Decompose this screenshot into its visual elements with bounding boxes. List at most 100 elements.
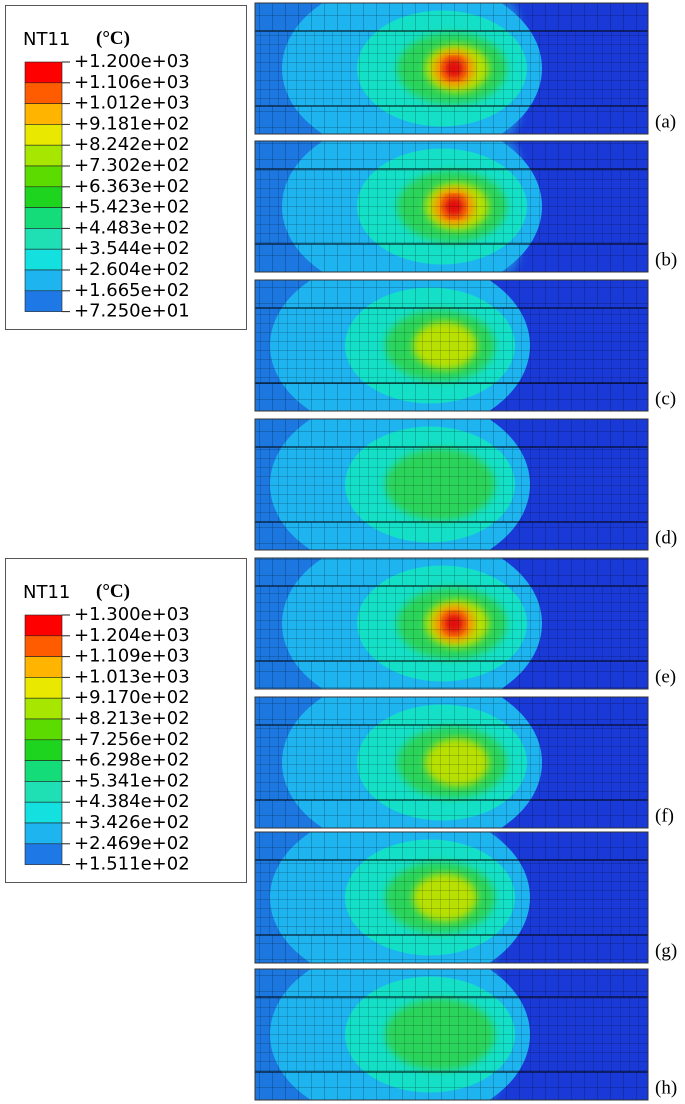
legend-label: +6.363e+02 (74, 176, 190, 197)
legend-title: NT11 (23, 29, 70, 50)
mesh (255, 3, 648, 31)
color-swatch (24, 656, 63, 678)
mesh (255, 522, 648, 550)
legend-label: +4.384e+02 (74, 791, 190, 812)
panel-label: (c) (655, 388, 676, 409)
panel-label: (h) (655, 1077, 677, 1098)
mesh (255, 308, 648, 383)
mesh (255, 447, 648, 522)
mesh (255, 280, 648, 308)
mesh (255, 169, 648, 244)
legend-label: +2.604e+02 (74, 259, 190, 280)
legend-label: +1.665e+02 (74, 280, 190, 301)
color-swatch (24, 614, 63, 637)
mesh (255, 725, 648, 800)
panel-label: (a) (655, 111, 676, 132)
legend-label: +5.341e+02 (74, 770, 190, 791)
color-swatch (24, 843, 63, 865)
legend: NT11 (°C)+1.200e+03+1.106e+03+1.012e+03+9… (5, 5, 247, 330)
mesh (255, 244, 648, 272)
panel-frame (254, 2, 649, 135)
panel-frame (254, 279, 649, 412)
contour-panel: (a) (254, 2, 676, 135)
color-swatch (24, 228, 63, 250)
legend-label: +8.242e+02 (74, 134, 190, 155)
mesh (255, 419, 648, 447)
color-swatch (24, 103, 63, 125)
contour-panel: (b) (254, 140, 677, 273)
panel-frame (254, 140, 649, 273)
panel-frame (254, 968, 649, 1101)
color-swatch (24, 822, 63, 845)
legend-label: +8.213e+02 (74, 708, 190, 729)
mesh (255, 106, 648, 134)
mesh (255, 586, 648, 661)
legend-label: +1.511e+02 (74, 854, 190, 875)
color-swatch (24, 144, 63, 167)
mesh (255, 558, 648, 586)
legend-label: +1.300e+03 (74, 604, 190, 625)
legend-label: +6.298e+02 (74, 750, 190, 771)
color-swatch (24, 801, 63, 824)
color-swatch (24, 781, 63, 803)
mesh (255, 1072, 648, 1100)
mesh (255, 31, 648, 106)
legend-label: +1.106e+03 (74, 72, 190, 93)
panel-frame (254, 418, 649, 551)
panel-frame (254, 831, 649, 964)
panel-frame (254, 696, 649, 829)
legend-unit: (°C) (96, 28, 130, 49)
legend-label: +3.544e+02 (74, 238, 190, 259)
legend-label: +1.013e+03 (74, 666, 190, 687)
panel-frame (254, 557, 649, 690)
contour-panel: (f) (254, 696, 674, 829)
mesh (255, 969, 648, 997)
mesh (255, 661, 648, 689)
mesh (255, 935, 648, 963)
color-swatch (24, 697, 63, 720)
legend-label: +9.181e+02 (74, 113, 190, 134)
legend-label: +1.200e+03 (74, 51, 190, 72)
contour-panel: (h) (254, 968, 677, 1101)
legend-label: +7.256e+02 (74, 729, 190, 750)
contour-panel: (d) (254, 418, 677, 551)
color-swatch (24, 739, 63, 761)
legend-label: +1.204e+03 (74, 625, 190, 646)
mesh (255, 860, 648, 935)
legend-label: +3.426e+02 (74, 812, 190, 833)
legend-label: +9.170e+02 (74, 687, 190, 708)
panel-label: (e) (655, 666, 676, 687)
color-swatch (24, 677, 63, 699)
panel-label: (g) (655, 940, 677, 961)
legend-label: +1.012e+03 (74, 93, 190, 114)
color-swatch (24, 290, 63, 312)
color-swatch (24, 165, 63, 188)
color-swatch (24, 760, 63, 782)
legend-label: +7.250e+01 (74, 301, 190, 322)
legend-unit: (°C) (96, 581, 130, 602)
mesh (255, 383, 648, 411)
color-swatch (24, 124, 63, 146)
contour-panel: (e) (254, 557, 676, 690)
legend-label: +1.109e+03 (74, 646, 190, 667)
panel-label: (f) (655, 805, 674, 826)
legend-label: +2.469e+02 (74, 833, 190, 854)
mesh (255, 800, 648, 828)
contour-panel: (g) (254, 831, 677, 964)
mesh (255, 832, 648, 860)
color-swatch (24, 207, 63, 229)
color-swatch (24, 718, 63, 741)
color-swatch (24, 61, 63, 84)
legend: NT11 (°C)+1.300e+03+1.204e+03+1.109e+03+1… (5, 558, 247, 883)
color-swatch (24, 248, 63, 271)
panel-label: (b) (655, 249, 677, 270)
color-swatch (24, 635, 63, 657)
color-swatch (24, 269, 63, 292)
mesh (255, 997, 648, 1072)
legend-label: +4.483e+02 (74, 217, 190, 238)
legend-label: +7.302e+02 (74, 155, 190, 176)
legend-label: +5.423e+02 (74, 197, 190, 218)
legend-title: NT11 (23, 582, 70, 603)
panel-label: (d) (655, 527, 677, 548)
